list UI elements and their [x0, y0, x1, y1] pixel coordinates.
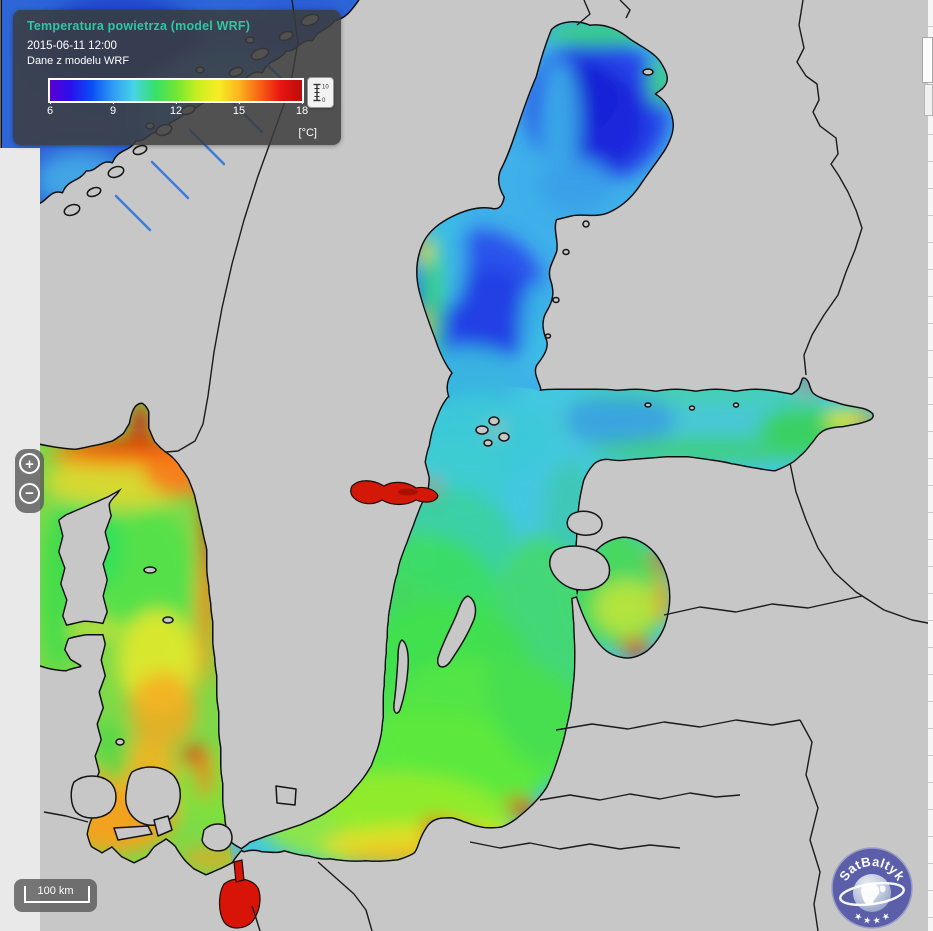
zoom-out-button[interactable]: −: [19, 483, 40, 504]
zoom-in-button[interactable]: +: [19, 453, 40, 474]
scale-ruler-icon: 10 0: [313, 83, 329, 103]
logo-stars: ★ ★ ★ ★: [851, 911, 892, 927]
layer-title: Temperatura powietrza (model WRF): [27, 19, 251, 33]
right-edge-panel-handle-2[interactable]: [924, 84, 933, 116]
borders-layer: [43, 0, 933, 931]
svg-text:10: 10: [322, 85, 329, 91]
logo-landmass: [861, 882, 880, 906]
scale-adjust-button[interactable]: 10 0: [307, 77, 334, 108]
colorbar-tick: 9: [110, 101, 116, 117]
temperature-colorbar: [50, 80, 302, 101]
svg-text:0: 0: [322, 98, 326, 103]
colorbar-tick: 15: [233, 101, 245, 117]
satbaltyk-logo[interactable]: SatBaltyk ★ ★ ★ ★: [831, 847, 913, 929]
map-left-margin: [0, 148, 40, 931]
legend-panel: Temperatura powietrza (model WRF) 2015-0…: [13, 10, 341, 145]
logo-orbit-ring: [839, 881, 905, 907]
colorbar-ticks: 6 9 12 15 18: [47, 101, 308, 121]
lakes-layer: [218, 480, 439, 929]
right-edge-panel-handle[interactable]: [922, 37, 933, 83]
scalebar-label: 100 km: [37, 885, 74, 897]
zoom-controls: + −: [15, 449, 44, 513]
layer-datetime: 2015-06-11 12:00: [27, 40, 117, 52]
colorbar-tick: 18: [296, 101, 308, 117]
colorbar-frame: [48, 78, 304, 103]
right-edge-scrollbar[interactable]: [928, 0, 933, 931]
map-scalebar: 100 km: [14, 879, 97, 912]
layer-source: Dane z modelu WRF: [27, 55, 130, 67]
logo-landmass-2: [879, 885, 886, 893]
colorbar-tick: 6: [47, 101, 53, 117]
colorbar-unit: [°C]: [298, 127, 317, 139]
scalebar-bracket: [24, 886, 90, 903]
colorbar-tick: 12: [170, 101, 182, 117]
